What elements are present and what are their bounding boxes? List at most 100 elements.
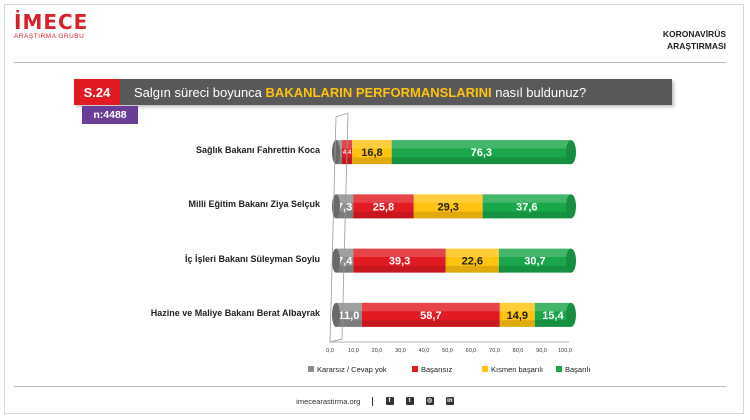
legend: Kararsız / Cevap yok Başarısız Kısmen başa… <box>308 365 590 374</box>
question-code: S.24 <box>74 79 120 105</box>
legend-label: Başarısız <box>421 365 453 374</box>
legend-swatch <box>556 366 562 372</box>
bar-highlight <box>499 302 535 312</box>
data-label: 7,4 <box>337 256 353 268</box>
bar-segment <box>353 194 414 219</box>
x-tick-label: 10,0 <box>348 348 359 354</box>
bar-shadow <box>361 320 500 327</box>
bar-shadow <box>352 157 392 165</box>
data-label: 7,3 <box>337 201 352 213</box>
bars-layer: 4,4 16,8 76,3 7,3 25,8 29,3 37,6 7,4 39,3 22,6 30,… <box>332 140 576 327</box>
bar-segment <box>336 194 354 219</box>
instagram-icon[interactable]: ◎ <box>425 397 434 406</box>
legend-swatch <box>482 366 488 372</box>
legend-label: Kararsız / Cevap yok <box>317 365 387 374</box>
data-label: 29,3 <box>438 201 459 213</box>
x-axis: 0,0 10,0 20,0 30,0 40,0 50,0 60,0 70,0 80,0 90,0 1… <box>326 112 572 354</box>
facebook-icon[interactable]: f <box>385 397 394 406</box>
data-label: 14,9 <box>507 310 528 322</box>
brand-logo: İMECE ARAŞTIRMA GRUBU <box>14 12 88 40</box>
sample-size-badge: n:4488 <box>82 106 138 124</box>
bar-segment <box>482 194 571 219</box>
bar-highlight <box>336 302 362 312</box>
report-title: KORONAVİRÜS ARAŞTIRMASI <box>663 28 726 52</box>
bar-shadow <box>498 265 571 273</box>
x-tick-label: 20,0 <box>372 348 383 354</box>
bar-shadow <box>336 157 342 165</box>
bar-segment <box>361 302 500 327</box>
question-banner: S.24 Salgın süreci boyunca BAKANLARIN PE… <box>74 79 672 105</box>
bar-highlight <box>336 248 354 258</box>
bar-highlight <box>336 194 354 203</box>
bar-shadow <box>353 265 446 273</box>
bar-highlight <box>391 140 571 149</box>
footer-divider <box>14 386 726 387</box>
question-text-before: Salgın süreci boyunca <box>134 84 262 100</box>
data-label: 76,3 <box>471 147 492 159</box>
bar-segment <box>352 140 392 165</box>
bar-shadow <box>413 211 483 219</box>
bar-segment <box>353 248 446 273</box>
bar-shadow <box>336 320 362 327</box>
report-title-line1: KORONAVİRÜS <box>662 29 726 39</box>
header-divider <box>14 62 726 63</box>
x-tick-label: 0,0 <box>326 348 334 354</box>
legend-swatch <box>308 366 314 372</box>
bar-highlight <box>445 248 499 258</box>
bar-segment <box>445 248 499 273</box>
bar-shadow <box>353 211 414 219</box>
x-tick-label: 40,0 <box>419 348 430 354</box>
data-label: 15,4 <box>542 310 564 322</box>
row-label: Sağlık Bakanı Fahrettin Koca <box>195 145 320 156</box>
bar-segment <box>499 302 535 327</box>
bar-end-cap <box>566 302 576 327</box>
data-label: 4,4 <box>343 150 352 156</box>
brand-subtitle: ARAŞTIRMA GRUBU <box>14 33 85 40</box>
bar-end-cap <box>566 140 576 165</box>
data-label: 39,3 <box>389 256 410 268</box>
x-tick-label: 70,0 <box>489 348 500 354</box>
bar-highlight <box>482 194 571 203</box>
legend-label: Başarılı <box>565 365 590 374</box>
bar-shadow <box>391 157 571 165</box>
twitter-icon[interactable]: t <box>405 397 414 406</box>
data-label: 22,6 <box>462 256 483 268</box>
question-text-after: nasıl buldunuz? <box>495 84 587 100</box>
question-text-highlight: BAKANLARIN PERFORMANSLARINI <box>265 84 492 100</box>
data-label: 11,0 <box>339 310 360 322</box>
data-label: 58,7 <box>420 310 441 322</box>
brand-name: İMECE <box>14 10 89 34</box>
bar-highlight <box>353 194 414 203</box>
data-label: 37,6 <box>516 201 537 213</box>
bar-segment <box>534 302 571 327</box>
bar-highlight <box>353 248 446 258</box>
bar-segment <box>498 248 571 273</box>
website-link[interactable]: imecearastirma.org <box>296 396 361 406</box>
data-label: 25,8 <box>373 201 394 213</box>
legend-swatch <box>412 366 418 372</box>
bar-segment <box>391 140 571 165</box>
report-title-line2: ARAŞTIRMASI <box>666 41 726 51</box>
row-label: Milli Eğitim Bakanı Ziya Selçuk <box>188 199 320 210</box>
bar-shadow <box>534 320 571 327</box>
bar-start-cap <box>332 248 340 273</box>
bar-segment <box>336 248 354 273</box>
bar-shadow <box>482 211 571 219</box>
row-label: İç İşleri Bakanı Süleyman Soylu <box>184 253 320 264</box>
data-label: 16,8 <box>361 147 382 159</box>
axis-wall <box>329 112 349 343</box>
x-tick-label: 100,0 <box>558 348 572 354</box>
linkedin-icon[interactable]: in <box>445 397 454 406</box>
bar-highlight <box>534 302 571 312</box>
bar-highlight <box>413 194 483 203</box>
bar-segment <box>413 194 483 219</box>
x-tick-label: 80,0 <box>513 348 524 354</box>
x-tick-label: 50,0 <box>442 348 453 354</box>
bar-start-cap <box>332 302 340 327</box>
bar-highlight <box>352 140 392 149</box>
question-text: Salgın süreci boyunca BAKANLARIN PERFORM… <box>134 85 586 100</box>
bar-shadow <box>445 265 499 273</box>
footer-separator <box>372 396 374 406</box>
x-tick-label: 60,0 <box>466 348 477 354</box>
